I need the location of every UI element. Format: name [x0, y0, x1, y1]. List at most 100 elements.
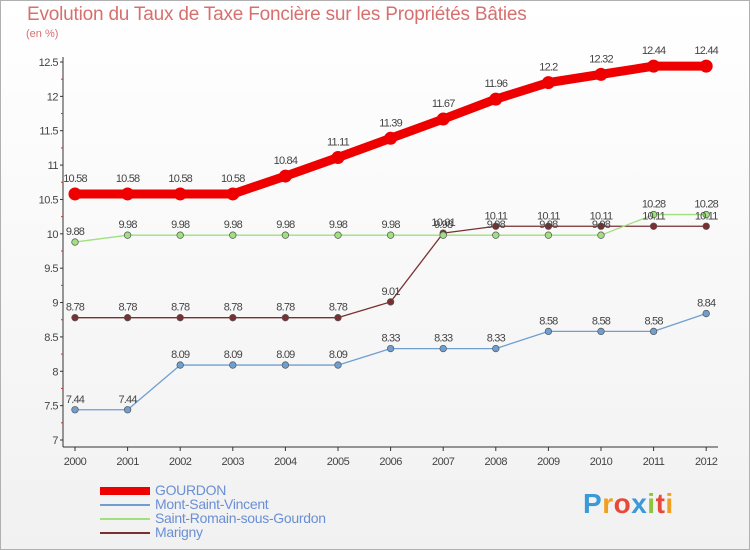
- data-label: 10.58: [168, 173, 192, 185]
- data-label: 9.98: [276, 219, 295, 231]
- data-point: [281, 231, 290, 239]
- data-label: 8.09: [224, 349, 243, 361]
- data-label: 9.98: [171, 219, 190, 231]
- y-tick-label: 10: [47, 229, 59, 241]
- data-point: [544, 327, 553, 336]
- data-point: [597, 327, 605, 336]
- data-point: [121, 187, 135, 201]
- data-label: 8.33: [434, 333, 453, 345]
- data-label: 10.11: [537, 210, 560, 222]
- y-tick-label: 7: [52, 435, 58, 447]
- logo-letter: o: [613, 488, 632, 519]
- data-label: 10.84: [274, 155, 298, 167]
- data-point: [334, 231, 342, 239]
- x-tick-label: 2002: [169, 456, 192, 468]
- data-point: [226, 187, 240, 201]
- data-point: [278, 169, 292, 183]
- data-label: 12.44: [642, 45, 666, 57]
- data-label: 8.78: [276, 302, 295, 314]
- data-label: 8.84: [697, 298, 716, 310]
- data-point: [649, 222, 658, 230]
- data-label: 9.01: [381, 286, 400, 298]
- data-label: 9.98: [592, 219, 611, 231]
- data-point: [492, 222, 500, 230]
- data-point: [439, 231, 447, 239]
- data-label: 10.28: [642, 199, 666, 211]
- data-point: [386, 344, 395, 353]
- data-label: 8.78: [66, 302, 85, 314]
- logo-letter: i: [665, 488, 674, 519]
- x-tick-label: 2005: [327, 456, 350, 468]
- data-point: [702, 309, 710, 318]
- y-tick-label: 7.5: [44, 401, 58, 413]
- data-label: 8.58: [592, 315, 611, 327]
- data-point: [699, 59, 713, 73]
- data-label: 8.09: [276, 349, 295, 361]
- y-tick-label: 12.5: [39, 57, 59, 69]
- data-point: [123, 406, 132, 414]
- logo-letter: t: [655, 488, 666, 519]
- data-label: 8.33: [381, 333, 400, 345]
- proxiti-logo: Proxiti: [583, 488, 674, 520]
- data-point: [702, 210, 710, 219]
- data-label: 8.33: [487, 333, 506, 345]
- data-point: [68, 187, 82, 201]
- data-point: [173, 187, 187, 201]
- data-point: [436, 112, 450, 126]
- data-point: [71, 238, 79, 246]
- data-label: 9.98: [539, 219, 558, 231]
- y-tick-label: 12: [47, 91, 59, 103]
- logo-letter: r: [602, 488, 614, 519]
- data-label: 9.98: [381, 219, 400, 231]
- data-label: 10.11: [484, 210, 507, 222]
- x-tick-label: 2006: [379, 456, 402, 468]
- legend-label: Mont-Saint-Vincent: [155, 496, 269, 512]
- data-point: [492, 344, 500, 353]
- x-tick-label: 2007: [432, 456, 455, 468]
- y-tick-label: 11: [48, 160, 59, 172]
- data-label: 8.09: [171, 349, 190, 361]
- data-point: [281, 314, 290, 322]
- data-point: [331, 151, 345, 165]
- y-tick-label: 9.5: [44, 263, 58, 275]
- data-point: [489, 92, 503, 106]
- data-point: [281, 361, 290, 369]
- data-point: [702, 222, 710, 230]
- data-label: 10.11: [642, 210, 665, 222]
- data-label: 11.39: [379, 117, 402, 129]
- data-label: 12.2: [539, 62, 558, 74]
- data-point: [229, 231, 237, 239]
- data-point: [123, 314, 132, 322]
- x-tick-label: 2001: [116, 456, 139, 468]
- data-label: 11.11: [327, 137, 350, 149]
- data-point: [384, 131, 398, 145]
- data-point: [71, 406, 79, 414]
- data-point: [597, 231, 605, 239]
- data-point: [123, 231, 132, 239]
- data-label: 8.78: [118, 302, 137, 314]
- x-tick-label: 2004: [274, 456, 297, 468]
- data-label: 8.78: [224, 302, 243, 314]
- legend-swatch: [100, 518, 150, 520]
- data-label: 9.98: [118, 219, 137, 231]
- data-point: [597, 222, 605, 230]
- x-tick-label: 2003: [222, 456, 245, 468]
- legend-swatch: [100, 532, 150, 534]
- unit-label: (en %): [26, 28, 59, 40]
- data-point: [386, 231, 395, 239]
- legend-swatch: [100, 487, 150, 495]
- logo-letter: i: [647, 488, 656, 519]
- data-label: 8.78: [171, 302, 190, 314]
- data-label: 10.01: [431, 217, 455, 229]
- logo-letter: P: [583, 488, 603, 519]
- data-point: [229, 314, 237, 322]
- data-label: 10.11: [695, 210, 718, 222]
- data-point: [71, 314, 79, 322]
- data-label: 10.58: [221, 173, 245, 185]
- data-point: [544, 231, 553, 239]
- data-point: [176, 314, 184, 322]
- data-point: [544, 222, 553, 230]
- data-label: 10.11: [590, 210, 613, 222]
